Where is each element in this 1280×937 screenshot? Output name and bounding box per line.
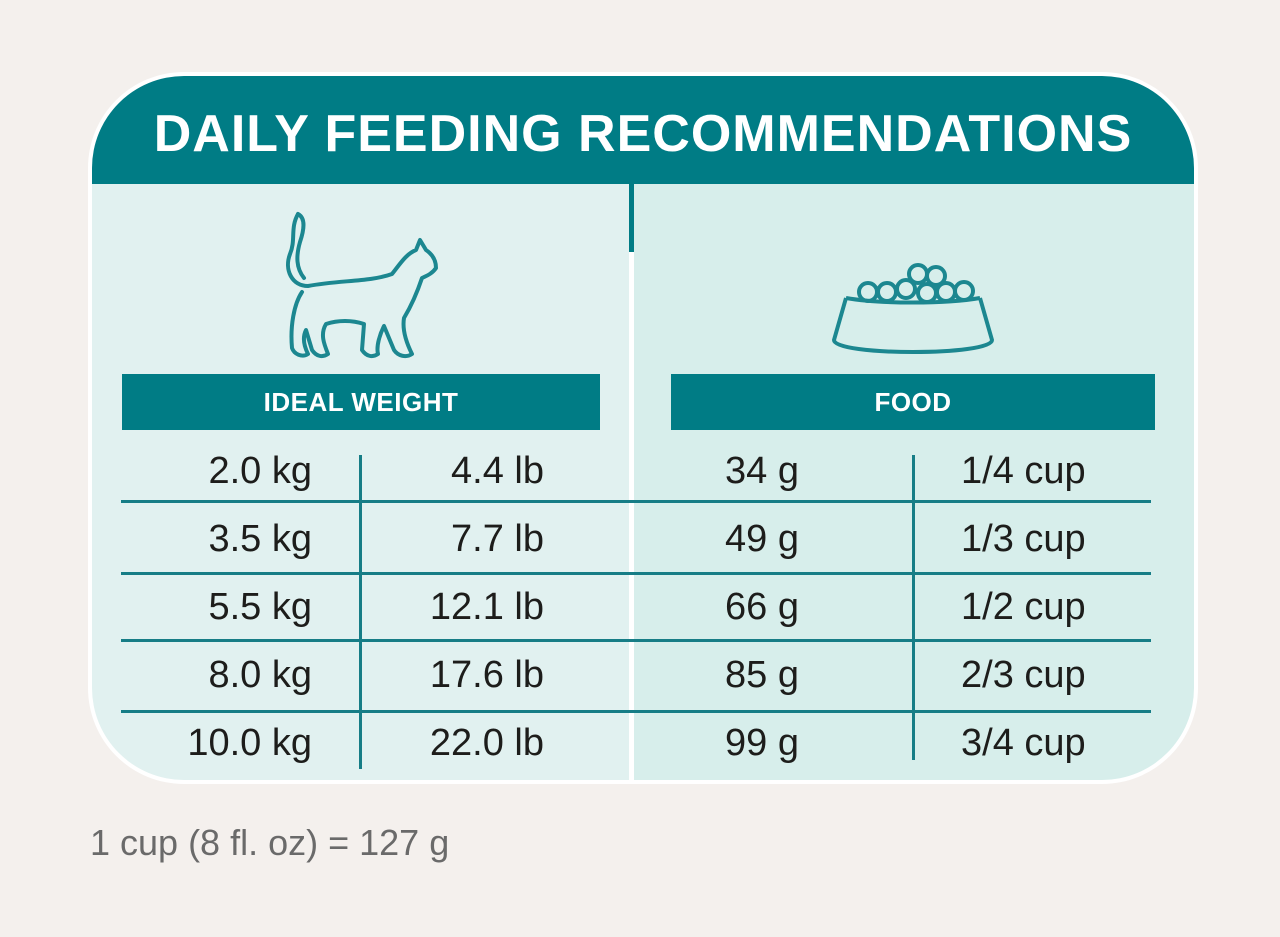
food-cups-cell: 1/4 cup xyxy=(961,450,1086,492)
food-bowl-icon xyxy=(830,262,996,367)
weight-kg-cell: 3.5 kg xyxy=(208,518,312,560)
food-grams-cell: 85 g xyxy=(725,654,799,696)
weight-lb-cell: 22.0 lb xyxy=(429,722,544,764)
food-grams-cell: 66 g xyxy=(725,586,799,628)
row-divider xyxy=(121,710,1151,713)
food-cups-cell: 2/3 cup xyxy=(961,654,1086,696)
row-divider xyxy=(121,639,1151,642)
weight-kg-cell: 5.5 kg xyxy=(208,586,312,628)
ideal-weight-header: IDEAL WEIGHT xyxy=(122,374,600,430)
weight-lb-cell: 7.7 lb xyxy=(451,518,544,560)
feeding-card: DAILY FEEDING RECOMMENDATIONS xyxy=(88,72,1198,784)
unit-divider-weight xyxy=(359,455,362,769)
weight-lb-cell: 4.4 lb xyxy=(451,450,544,492)
food-grams-cell: 49 g xyxy=(725,518,799,560)
cat-icon xyxy=(280,208,450,369)
unit-divider-food xyxy=(912,455,915,760)
weight-lb-cell: 17.6 lb xyxy=(429,654,544,696)
row-divider xyxy=(121,572,1151,575)
weight-kg-cell: 8.0 kg xyxy=(208,654,312,696)
food-grams-cell: 99 g xyxy=(725,722,799,764)
food-cups-cell: 3/4 cup xyxy=(961,722,1086,764)
food-header: FOOD xyxy=(671,374,1155,430)
row-divider xyxy=(121,500,1151,503)
food-cups-cell: 1/2 cup xyxy=(961,586,1086,628)
card-title: DAILY FEEDING RECOMMENDATIONS xyxy=(153,105,1133,163)
weight-kg-cell: 2.0 kg xyxy=(208,450,312,492)
weight-lb-cell: 12.1 lb xyxy=(429,586,544,628)
cup-conversion-note: 1 cup (8 fl. oz) = 127 g xyxy=(90,822,450,863)
weight-kg-cell: 10.0 kg xyxy=(187,722,312,764)
food-cups-cell: 1/3 cup xyxy=(961,518,1086,560)
food-grams-cell: 34 g xyxy=(725,450,799,492)
